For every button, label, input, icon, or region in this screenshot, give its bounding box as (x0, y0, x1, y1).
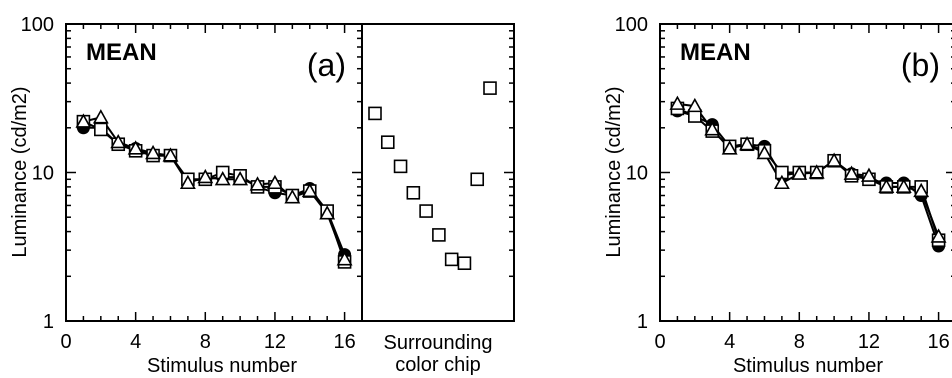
panel-a-inset-x-label-line2: color chip (395, 354, 481, 376)
y-tick-label: 1 (637, 311, 648, 333)
data-point-square (94, 122, 108, 137)
data-point-triangle (826, 152, 843, 167)
panel-b-ticks (659, 24, 952, 322)
panel-a-inset-x-label-line1: Surrounding (384, 332, 493, 354)
panel-a-inset-frame (361, 23, 515, 322)
data-point-triangle (721, 140, 738, 155)
y-tick-label: 100 (615, 14, 648, 36)
y-tick-label: 10 (32, 163, 54, 185)
panel-a-y-tick-labels: 1 10 100 (21, 14, 54, 333)
data-point-triangle (791, 165, 808, 180)
x-tick-label: 4 (724, 331, 735, 353)
panel-a-inset-markers (368, 81, 497, 271)
panel-a-y-axis-label: Luminance (cd/m2) (9, 86, 31, 257)
data-point-triangle (336, 251, 353, 266)
panel-a-x-axis-label: Stimulus number (147, 355, 297, 377)
data-point-triangle (197, 168, 214, 184)
x-tick-label: 4 (130, 331, 141, 353)
series-line-triangle (83, 116, 346, 260)
inset-data-point (380, 135, 395, 149)
data-point-triangle (319, 205, 336, 220)
panel-a-markers (75, 109, 353, 269)
data-point-triangle (669, 95, 686, 110)
data-point-triangle (75, 113, 92, 128)
panel-b-x-axis-label: Stimulus number (733, 355, 883, 377)
data-point-triangle (301, 182, 318, 198)
data-point-triangle (808, 164, 825, 179)
data-point-triangle (739, 135, 756, 151)
panel-a-title: MEAN (86, 39, 157, 66)
x-tick-label: 0 (654, 331, 665, 353)
inset-data-point (432, 228, 446, 242)
data-point-triangle (704, 121, 721, 136)
inset-data-point (368, 106, 382, 121)
data-point-triangle (860, 167, 877, 182)
data-point-triangle (284, 189, 301, 204)
x-tick-label: 16 (927, 331, 949, 353)
data-point-triangle (843, 165, 860, 180)
inset-data-point (457, 256, 472, 271)
inset-data-point (444, 252, 459, 267)
data-point-triangle (214, 171, 231, 186)
data-point-triangle (232, 171, 249, 186)
x-tick-label: 12 (264, 331, 286, 353)
panel-a-series-lines (83, 116, 346, 263)
x-tick-label: 0 (60, 331, 71, 353)
data-point-triangle (110, 133, 127, 149)
panel-a-ticks (65, 24, 514, 322)
inset-data-point (483, 81, 497, 95)
panel-a-x-tick-labels: 0 4 8 12 16 (60, 331, 355, 353)
data-point-triangle (930, 228, 947, 243)
data-point-triangle (249, 176, 266, 191)
data-point-triangle (686, 97, 703, 113)
panel-b-y-tick-labels: 1 10 100 (615, 14, 648, 333)
series-line-triangle (677, 102, 940, 237)
inset-data-point (470, 172, 485, 187)
panel-b-x-tick-labels: 0 4 8 12 16 (654, 331, 949, 353)
panel-b-title: MEAN (680, 39, 751, 66)
x-tick-label: 16 (333, 331, 355, 353)
panel-b-y-axis-label: Luminance (cd/m2) (603, 86, 625, 257)
data-point-triangle (913, 182, 930, 198)
data-point-triangle (266, 174, 283, 190)
y-tick-label: 1 (43, 311, 54, 333)
data-point-triangle (878, 178, 895, 193)
x-tick-label: 8 (794, 331, 805, 353)
x-tick-label: 12 (858, 331, 880, 353)
data-point-triangle (895, 178, 912, 193)
panel-b-label: (b) (901, 47, 940, 83)
inset-data-point (419, 204, 433, 218)
data-point-triangle (756, 144, 773, 160)
data-point-triangle (92, 109, 109, 124)
y-tick-label: 10 (626, 163, 648, 185)
data-point-triangle (145, 144, 162, 160)
inset-data-point (406, 185, 421, 200)
x-tick-label: 8 (200, 331, 211, 353)
data-point-triangle (773, 174, 790, 190)
data-point-triangle (127, 140, 144, 155)
panel-b-series-lines (677, 102, 940, 247)
data-point-triangle (162, 147, 179, 162)
panel-a-label: (a) (307, 47, 346, 83)
panel-b-markers (669, 95, 947, 253)
data-point-triangle (179, 174, 196, 190)
y-tick-label: 100 (21, 14, 54, 36)
inset-data-point (393, 159, 408, 174)
